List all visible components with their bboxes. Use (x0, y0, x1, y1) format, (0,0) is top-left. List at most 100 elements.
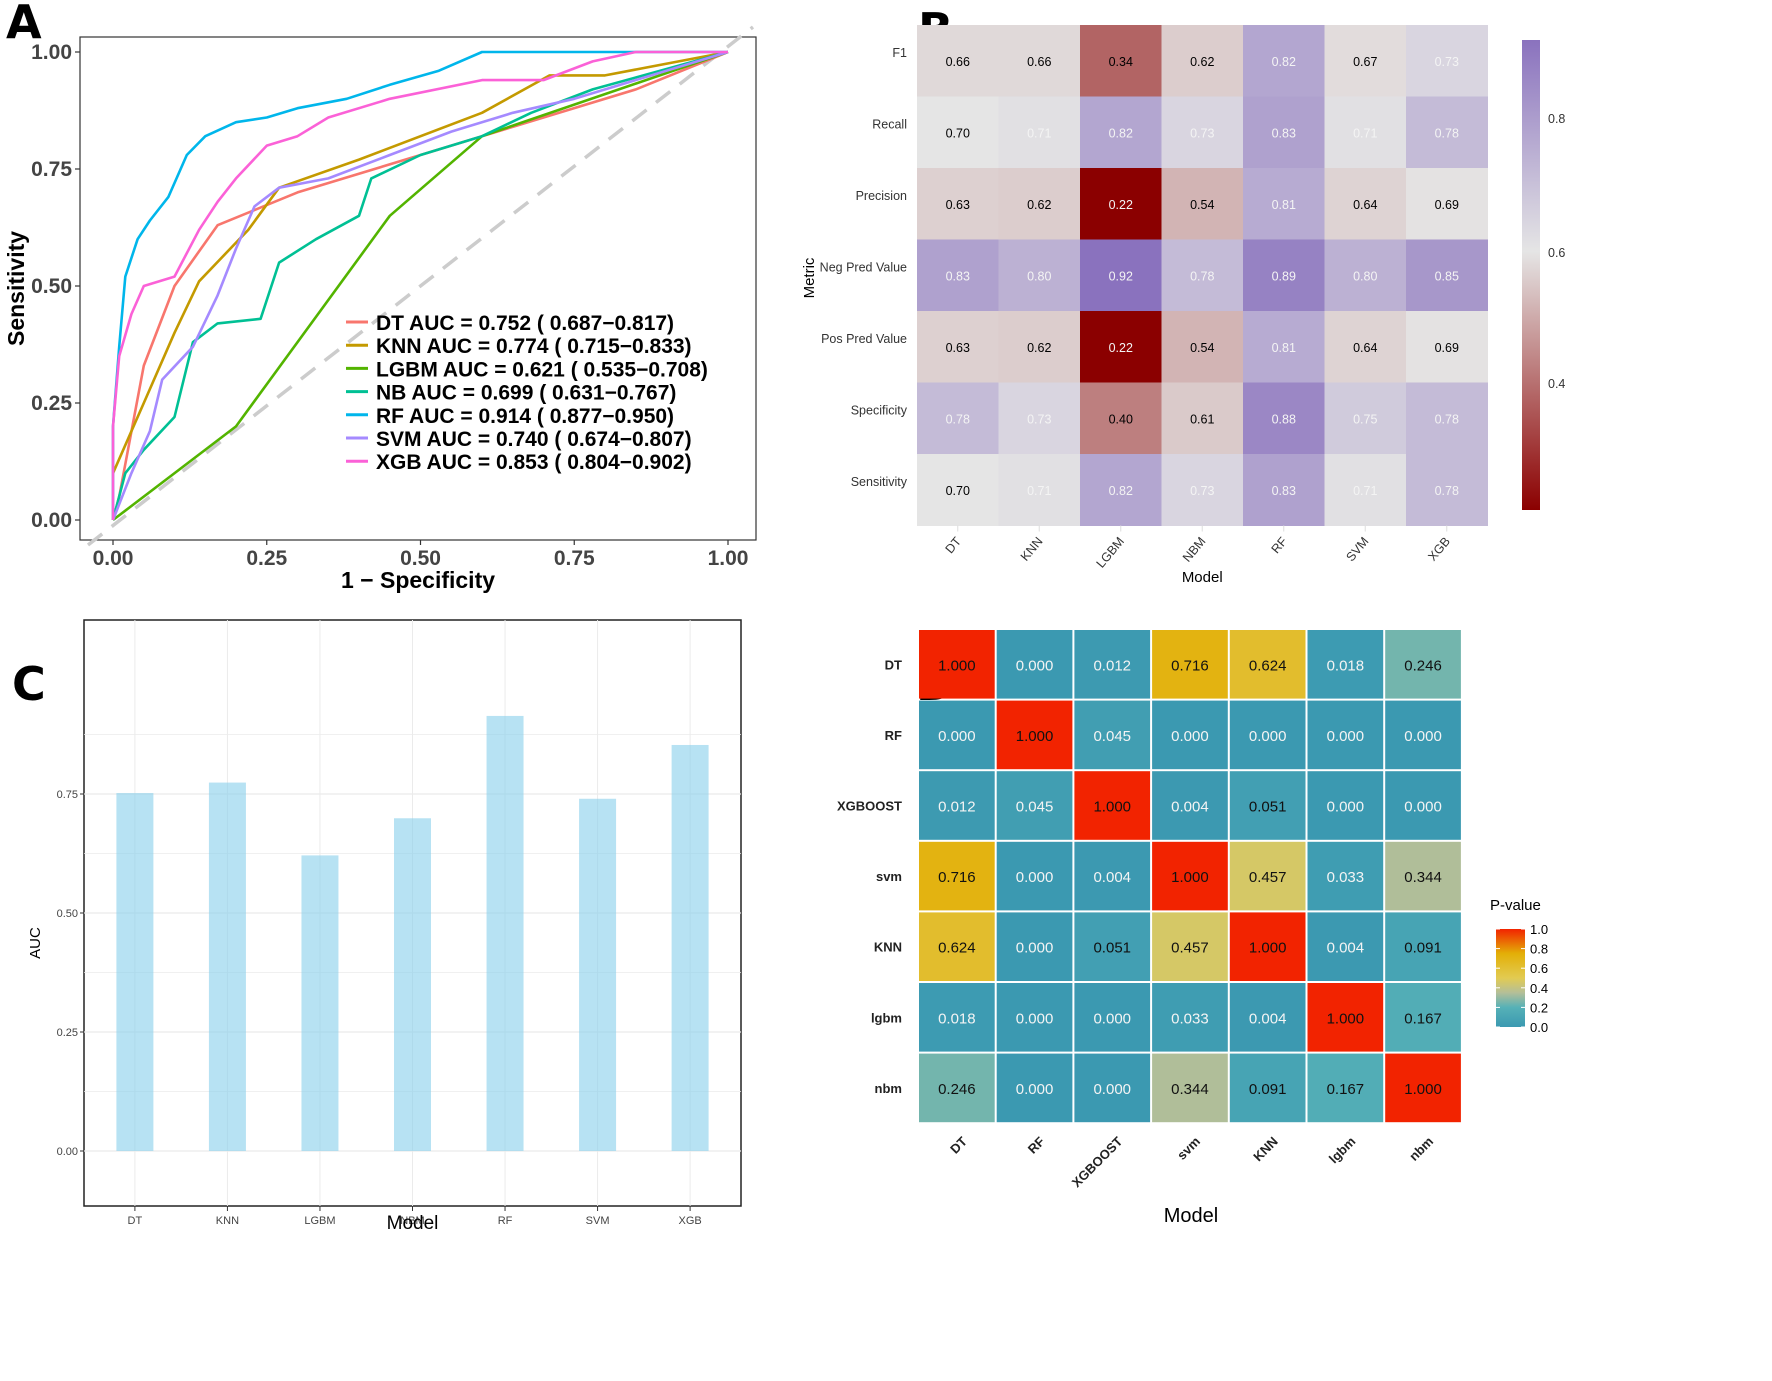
cell-value: 0.000 (1093, 1081, 1131, 1098)
cell-value: 0.71 (1353, 484, 1377, 498)
x-tick-label: KNN (216, 1215, 239, 1227)
col-label: XGB (1425, 534, 1453, 563)
cell-value: 0.73 (1190, 484, 1214, 498)
bar-dt (116, 793, 154, 1151)
heatmap-cell (998, 239, 1081, 312)
pvalue-cell (996, 771, 1073, 840)
pvalue-cell (919, 630, 995, 699)
cell-value: 0.000 (1016, 1081, 1054, 1098)
bar-nbm (394, 818, 431, 1151)
legend-label-svm: SVM AUC = 0.740 ( 0.674−0.807) (376, 428, 692, 451)
cell-value: 0.34 (1109, 55, 1133, 69)
heatmap-cell (917, 454, 999, 526)
y-tick-label: 0.50 (57, 908, 78, 920)
y-tick-label: 0.75 (57, 789, 78, 801)
row-label: nbm (875, 1081, 902, 1096)
row-label: svm (876, 869, 902, 884)
heatmap-cell (1324, 239, 1407, 312)
heatmap-cell (1324, 382, 1407, 455)
y-tick-label: 0.25 (57, 1027, 78, 1039)
cell-value: 0.81 (1272, 198, 1296, 212)
pvalue-cell (996, 912, 1073, 981)
cell-value: 0.091 (1249, 1081, 1287, 1098)
heatmap-cell (917, 239, 999, 312)
cell-value: 0.246 (938, 1081, 976, 1098)
colorbar-tick-label: 1.0 (1530, 922, 1548, 937)
x-tick-label: 0.50 (400, 547, 441, 570)
cell-value: 0.73 (1027, 412, 1051, 426)
cell-value: 0.246 (1404, 657, 1442, 674)
cell-value: 0.004 (1327, 940, 1365, 957)
cell-value: 0.457 (1249, 869, 1287, 886)
heatmap-cell (917, 96, 999, 169)
cell-value: 0.61 (1190, 412, 1214, 426)
heatmap-cell (1324, 454, 1407, 526)
legend-label-dt: DT AUC = 0.752 ( 0.687−0.817) (376, 312, 674, 335)
col-label: KNN (1018, 534, 1046, 563)
cell-value: 0.80 (1353, 269, 1377, 283)
cell-value: 0.69 (1435, 341, 1459, 355)
cell-value: 0.000 (1327, 799, 1365, 816)
roc-curve-rf (111, 50, 728, 520)
pvalue-cell (919, 700, 995, 770)
heatmap-cell (917, 311, 999, 383)
cell-value: 0.63 (946, 341, 970, 355)
cell-value: 0.62 (1190, 55, 1214, 69)
col-label: XGBOOST (1069, 1134, 1126, 1191)
colorbar-tick-label: 0.8 (1530, 942, 1548, 957)
cell-value: 0.000 (1249, 728, 1287, 745)
metrics-heatmap-panel: 0.66 0.66 0.34 0.62 0.82 0.67 0.73 0.70 0.71 0.82… (801, 25, 1565, 586)
cell-value: 0.66 (946, 55, 970, 69)
cell-value: 0.73 (1190, 126, 1214, 140)
colorbar-tick-label: 0.4 (1548, 377, 1565, 391)
roc-curve-svm (111, 50, 729, 521)
cell-value: 0.167 (1327, 1081, 1365, 1098)
y-tick-label: 0.75 (31, 158, 72, 181)
heatmap-cell (1324, 311, 1407, 383)
pvalue-cell (1229, 983, 1306, 1052)
x-axis-title: Model (1164, 1205, 1218, 1227)
cell-value: 0.000 (1016, 869, 1054, 886)
cell-value: 0.83 (1272, 126, 1296, 140)
cell-value: 1.000 (1249, 940, 1287, 957)
cell-value: 0.54 (1190, 198, 1214, 212)
cell-value: 0.64 (1353, 198, 1377, 212)
pvalue-cell (1152, 912, 1228, 981)
heatmap-cell (1080, 382, 1162, 455)
pvalue-cell (1307, 912, 1384, 981)
pvalue-cell (1152, 630, 1228, 699)
cell-value: 1.000 (938, 657, 976, 674)
pvalue-cell (1074, 1053, 1151, 1123)
row-label: F1 (892, 46, 907, 60)
heatmap-cell (1161, 96, 1244, 169)
cell-value: 0.62 (1027, 341, 1051, 355)
plot-frame (79, 36, 757, 541)
pvalue-cell (1152, 1053, 1228, 1123)
bar-xgb (671, 744, 709, 1151)
pvalue-cell (1307, 700, 1384, 770)
heatmap-cell (917, 168, 999, 240)
cell-value: 0.000 (1327, 728, 1365, 745)
cell-value: 0.012 (938, 799, 976, 816)
x-axis-title: Model (1182, 569, 1223, 586)
pvalue-cell (1385, 841, 1461, 911)
heatmap-cell (1243, 454, 1325, 526)
colorbar (1496, 929, 1525, 1027)
pvalue-cell (1229, 841, 1306, 911)
heatmap-cell (917, 25, 999, 97)
y-tick-label: 1.00 (31, 41, 72, 64)
y-tick-label: 0.00 (57, 1146, 78, 1158)
cell-value: 0.78 (1435, 412, 1459, 426)
roc-panel: 0.00 0.25 0.50 0.75 1.00 0.00 0.25 0.50 0.75 1.00… (3, 25, 757, 593)
col-label: RF (1269, 534, 1291, 556)
cell-value: 0.018 (938, 1010, 976, 1027)
bar-lgbm (301, 855, 339, 1151)
pvalue-cell (1385, 1053, 1461, 1123)
bar-knn (208, 782, 246, 1151)
pvalue-cell (996, 630, 1073, 699)
colorbar-tick-label: 0.6 (1548, 246, 1565, 260)
cell-value: 1.000 (1093, 799, 1131, 816)
pvalue-cell (1385, 630, 1461, 699)
row-label: RF (885, 728, 902, 743)
